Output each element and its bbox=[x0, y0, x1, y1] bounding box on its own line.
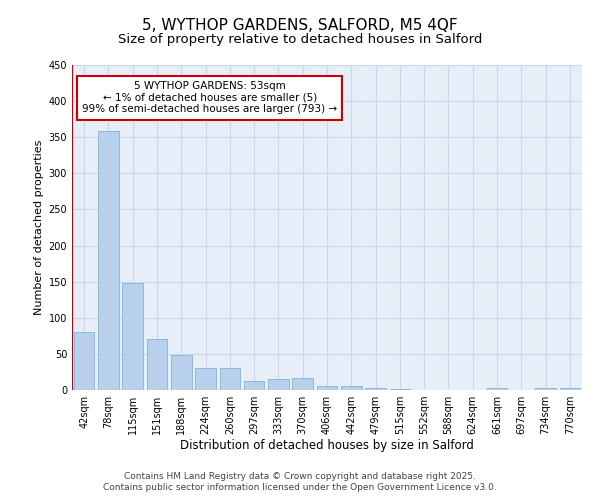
Bar bbox=[244, 380, 265, 390]
Bar bbox=[195, 368, 216, 390]
Bar bbox=[74, 332, 94, 390]
Text: Size of property relative to detached houses in Salford: Size of property relative to detached ho… bbox=[118, 32, 482, 46]
Bar bbox=[122, 283, 143, 390]
Bar bbox=[146, 340, 167, 390]
Text: 5 WYTHOP GARDENS: 53sqm
← 1% of detached houses are smaller (5)
99% of semi-deta: 5 WYTHOP GARDENS: 53sqm ← 1% of detached… bbox=[82, 81, 337, 114]
Text: Contains HM Land Registry data © Crown copyright and database right 2025.: Contains HM Land Registry data © Crown c… bbox=[124, 472, 476, 481]
Bar bbox=[268, 379, 289, 390]
Bar bbox=[220, 368, 240, 390]
Bar bbox=[292, 378, 313, 390]
Y-axis label: Number of detached properties: Number of detached properties bbox=[34, 140, 44, 315]
Bar bbox=[535, 388, 556, 390]
Bar bbox=[98, 132, 119, 390]
Bar bbox=[560, 388, 580, 390]
Text: 5, WYTHOP GARDENS, SALFORD, M5 4QF: 5, WYTHOP GARDENS, SALFORD, M5 4QF bbox=[142, 18, 458, 32]
X-axis label: Distribution of detached houses by size in Salford: Distribution of detached houses by size … bbox=[180, 438, 474, 452]
Bar bbox=[171, 356, 191, 390]
Bar bbox=[341, 386, 362, 390]
Text: Contains public sector information licensed under the Open Government Licence v3: Contains public sector information licen… bbox=[103, 484, 497, 492]
Bar bbox=[365, 388, 386, 390]
Bar bbox=[317, 386, 337, 390]
Bar bbox=[487, 388, 508, 390]
